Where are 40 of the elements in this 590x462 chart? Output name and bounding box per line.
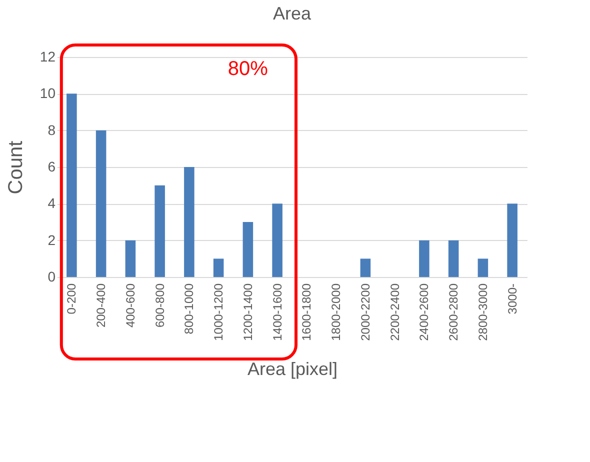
x-tick-label: 2200-2400 — [388, 283, 402, 341]
bar — [125, 240, 136, 277]
x-axis-title: Area [pixel] — [247, 358, 338, 379]
y-tick-label: 4 — [48, 195, 56, 212]
x-tick-label: 2800-3000 — [476, 283, 490, 341]
bar — [96, 130, 106, 277]
x-tick-label: 1200-1400 — [240, 283, 255, 341]
x-tick-label: 0-200 — [64, 283, 79, 314]
x-tick-label: 1400-1600 — [270, 283, 284, 341]
x-tick-label: 3000- — [505, 284, 520, 314]
x-tick-label: 2600-2800 — [446, 283, 461, 341]
x-tick-label: 400-600 — [123, 283, 138, 328]
y-tick-label: 8 — [48, 122, 56, 138]
y-tick-label: 0 — [48, 268, 56, 284]
y-tick-label: 2 — [48, 232, 56, 248]
bar — [154, 185, 165, 277]
chart-title: Area — [272, 4, 312, 24]
x-tick-label: 2000-2200 — [358, 283, 372, 341]
x-tick-label: 800-1000 — [182, 283, 196, 334]
y-tick-label: 12 — [40, 48, 56, 64]
x-tick-label: 200-400 — [94, 283, 108, 328]
bar — [213, 258, 224, 277]
x-tick-label: 1000-1200 — [212, 283, 226, 341]
annotation: 80% — [228, 58, 268, 80]
bar — [66, 94, 77, 277]
bar — [242, 222, 254, 277]
bar — [507, 204, 518, 277]
y-axis-title: Count — [4, 140, 27, 194]
x-tick-label: 600-800 — [152, 283, 167, 328]
y-tick-label: 6 — [48, 158, 56, 174]
bar — [184, 167, 194, 277]
y-tick-label: 10 — [40, 85, 56, 102]
x-tick-label: 1800-2000 — [329, 283, 344, 341]
bar — [419, 240, 430, 277]
x-tick-label: 1600-1800 — [300, 283, 314, 341]
x-tick-label: 2400-2600 — [417, 283, 432, 341]
bar — [448, 240, 459, 277]
bar — [272, 204, 282, 277]
bar — [478, 258, 488, 277]
bar — [360, 258, 371, 277]
